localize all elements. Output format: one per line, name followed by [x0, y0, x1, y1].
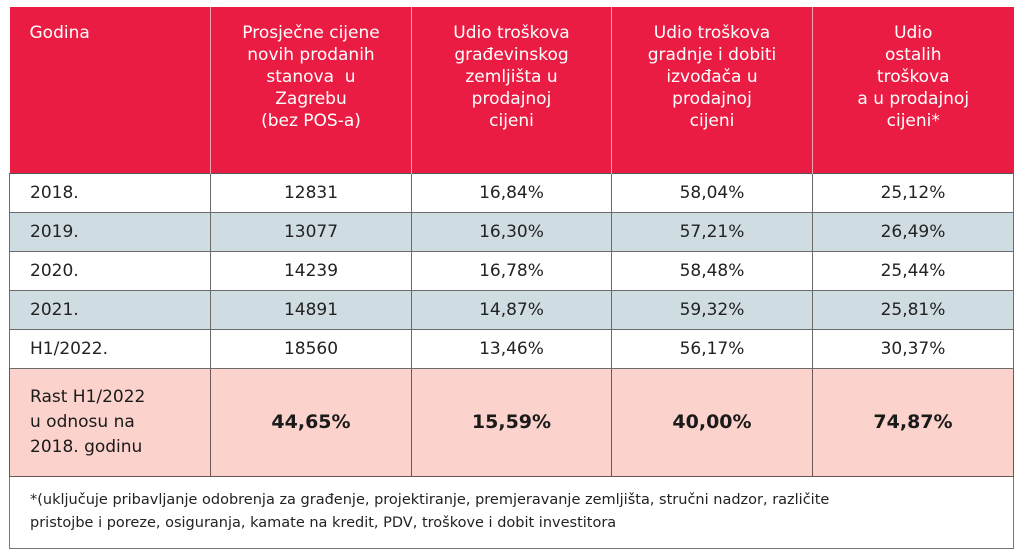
- growth-land-cell: 15,59%: [411, 367, 612, 477]
- footnote: *(uključuje pribavljanje odobrenja za gr…: [9, 475, 1014, 549]
- year-cell: 2020.: [9, 250, 211, 291]
- table-row: 2020. 14239 16,78% 58,48% 25,44%: [9, 250, 1014, 291]
- header-text: izvođača u: [666, 67, 758, 87]
- table-row: 2021. 14891 14,87% 59,32% 25,81%: [9, 289, 1014, 330]
- header-text: a u prodajnoj: [857, 89, 970, 109]
- header-text: prodajnoj: [471, 89, 552, 109]
- housing-cost-table: Godina Prosječne cijene novih prodanih s…: [9, 7, 1014, 549]
- other-share-cell: 25,12%: [812, 172, 1014, 213]
- growth-other-cell: 74,87%: [812, 367, 1014, 477]
- other-share-cell: 26,49%: [812, 211, 1014, 252]
- price-cell: 14891: [210, 289, 412, 330]
- footnote-line: pristojbe i poreze, osiguranja, kamate n…: [30, 515, 617, 531]
- growth-construction-cell: 40,00%: [611, 367, 813, 477]
- header-construction-share: Udio troškova gradnje i dobiti izvođača …: [611, 7, 813, 173]
- table-row: 2019. 13077 16,30% 57,21% 26,49%: [9, 211, 1014, 252]
- footnote-line: *(uključuje pribavljanje odobrenja za gr…: [30, 492, 830, 508]
- construction-share-cell: 59,32%: [611, 289, 813, 330]
- other-share-cell: 30,37%: [812, 328, 1014, 369]
- header-text: stanova u: [266, 67, 356, 87]
- header-text: Udio troškova: [453, 23, 570, 43]
- construction-share-cell: 56,17%: [611, 328, 813, 369]
- header-land-share: Udio troškova građevinskog zemljišta u p…: [411, 7, 612, 173]
- price-cell: 18560: [210, 328, 412, 369]
- header-text: troškova: [876, 67, 950, 87]
- header-text: cijeni*: [886, 111, 940, 131]
- footnote-row: *(uključuje pribavljanje odobrenja za gr…: [9, 475, 1014, 549]
- header-text: Zagrebu: [275, 89, 347, 109]
- year-cell: 2021.: [9, 289, 211, 330]
- year-cell: 2019.: [9, 211, 211, 252]
- land-share-cell: 13,46%: [411, 328, 612, 369]
- other-share-cell: 25,81%: [812, 289, 1014, 330]
- land-share-cell: 16,30%: [411, 211, 612, 252]
- header-text: ostalih: [884, 45, 942, 65]
- header-price: Prosječne cijene novih prodanih stanova …: [210, 7, 412, 173]
- construction-share-cell: 58,48%: [611, 250, 813, 291]
- land-share-cell: 14,87%: [411, 289, 612, 330]
- growth-label-text: 2018. godinu: [30, 436, 143, 457]
- header-text: Godina: [29, 23, 90, 43]
- table-row: 2018. 12831 16,84% 58,04% 25,12%: [9, 172, 1014, 213]
- header-text: novih prodanih: [247, 45, 375, 65]
- header-text: (bez POS-a): [261, 111, 361, 131]
- growth-price-cell: 44,65%: [210, 367, 412, 477]
- header-text: zemljišta u: [465, 67, 558, 87]
- price-cell: 12831: [210, 172, 412, 213]
- growth-label: Rast H1/2022 u odnosu na 2018. godinu: [9, 367, 211, 477]
- header-year: Godina: [9, 7, 211, 173]
- growth-label-text: Rast H1/2022: [30, 386, 146, 407]
- year-cell: 2018.: [9, 172, 211, 213]
- other-share-cell: 25,44%: [812, 250, 1014, 291]
- header-text: Udio troškova: [653, 23, 771, 43]
- growth-label-text: u odnosu na: [30, 411, 135, 432]
- price-cell: 13077: [210, 211, 412, 252]
- land-share-cell: 16,84%: [411, 172, 612, 213]
- land-share-cell: 16,78%: [411, 250, 612, 291]
- header-text: Prosječne cijene: [242, 23, 380, 43]
- price-cell: 14239: [210, 250, 412, 291]
- header-text: građevinskog: [454, 45, 569, 65]
- header-text: prodajnoj: [672, 89, 752, 109]
- growth-row: Rast H1/2022 u odnosu na 2018. godinu 44…: [9, 367, 1014, 477]
- construction-share-cell: 58,04%: [611, 172, 813, 213]
- table-row: H1/2022. 18560 13,46% 56,17% 30,37%: [9, 328, 1014, 369]
- year-cell: H1/2022.: [9, 328, 211, 369]
- header-row: Godina Prosječne cijene novih prodanih s…: [9, 7, 1014, 173]
- construction-share-cell: 57,21%: [611, 211, 813, 252]
- header-text: Udio: [894, 23, 933, 43]
- header-text: cijeni: [689, 111, 735, 131]
- header-other-share: Udio ostalih troškova a u prodajnoj cije…: [812, 7, 1014, 173]
- header-text: cijeni: [489, 111, 534, 131]
- header-text: gradnje i dobiti: [647, 45, 777, 65]
